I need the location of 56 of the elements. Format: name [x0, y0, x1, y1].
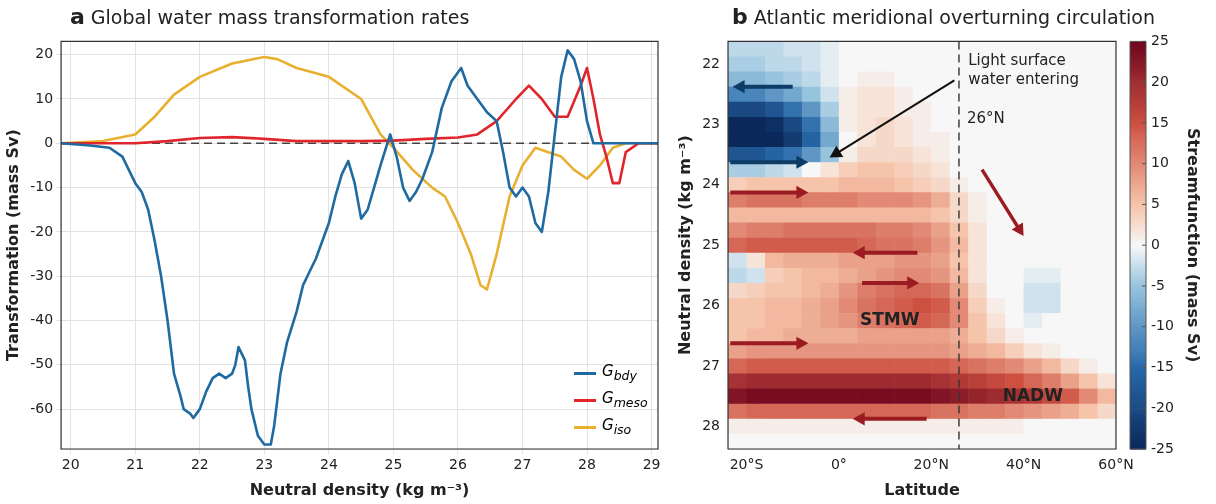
- annotation: NADW: [1002, 384, 1064, 405]
- y-tick-label: -10: [30, 178, 54, 195]
- y-tick-label: 10: [35, 89, 54, 106]
- y-axis-title: Transformation (mass Sv): [2, 129, 22, 362]
- color-bar-label: 20: [1151, 72, 1169, 89]
- y-tick-label: -60: [30, 399, 54, 416]
- x-tick-label: 28: [578, 456, 596, 473]
- x-tick-label: 60°N: [1098, 456, 1134, 473]
- color-bar-label: -25: [1151, 439, 1174, 456]
- x-tick-label: 29: [642, 456, 661, 473]
- y-tick-label: 0: [44, 133, 54, 150]
- x-tick-label: 40°N: [1005, 456, 1042, 473]
- y-tick-label: 23: [702, 115, 721, 132]
- y-tick-label: 22: [702, 54, 721, 71]
- color-bar-title: Streamfunction (mass Sv): [1183, 128, 1203, 363]
- x-tick-label: 0°: [830, 456, 847, 473]
- color-bar-label: -5: [1151, 276, 1165, 293]
- chart-title: b Atlantic meridional overturning circulation: [732, 4, 1156, 29]
- legend-label: G$_{iso}$: [602, 415, 632, 439]
- legend-label: G$_{bdy}$: [602, 361, 637, 385]
- x-axis-title: Neutral density (kg m⁻³): [249, 479, 470, 499]
- x-tick-label: 27: [513, 456, 532, 473]
- color-bar-label: 25: [1151, 32, 1169, 49]
- x-tick-label: 20°N: [913, 456, 949, 473]
- legend-label: G$_{meso}$: [602, 388, 648, 412]
- y-tick-label: 25: [702, 235, 721, 252]
- x-tick-label: 20°S: [729, 456, 764, 473]
- x-tick-label: 24: [319, 456, 338, 473]
- color-bar-label: 15: [1151, 113, 1169, 130]
- color-bar-label: 0: [1151, 235, 1160, 252]
- ref-line-label: 26°N: [966, 108, 1005, 127]
- y-tick-label: 27: [702, 356, 721, 373]
- y-tick-label: -20: [30, 222, 54, 239]
- y-tick-label: -30: [30, 266, 54, 283]
- y-tick-label: 24: [702, 175, 721, 192]
- y-tick-label: 26: [702, 296, 721, 313]
- y-tick-label: 28: [702, 417, 721, 433]
- x-tick-label: 26: [449, 456, 467, 473]
- y-tick-label: -50: [30, 355, 54, 372]
- annotation: Light surface water entering: [968, 50, 1079, 88]
- x-axis-title: Latitude: [884, 479, 960, 499]
- x-tick-label: 21: [126, 456, 145, 473]
- y-tick-label: -40: [30, 311, 54, 328]
- y-tick-label: 20: [35, 45, 54, 62]
- x-tick-label: 25: [384, 456, 403, 473]
- color-bar-label: -15: [1151, 358, 1174, 375]
- color-bar-label: -10: [1151, 317, 1174, 334]
- annotation: STMW: [859, 309, 920, 330]
- color-bar-label: 10: [1151, 154, 1169, 171]
- chart-title: a Global water mass transformation rates: [70, 4, 470, 29]
- x-tick-label: 20: [61, 456, 80, 473]
- x-tick-label: 23: [255, 456, 274, 473]
- y-axis-title: Neutral density (kg m⁻³): [674, 135, 694, 356]
- color-bar-label: 5: [1151, 195, 1160, 212]
- color-bar-label: -20: [1151, 398, 1174, 415]
- x-tick-label: 22: [190, 456, 209, 473]
